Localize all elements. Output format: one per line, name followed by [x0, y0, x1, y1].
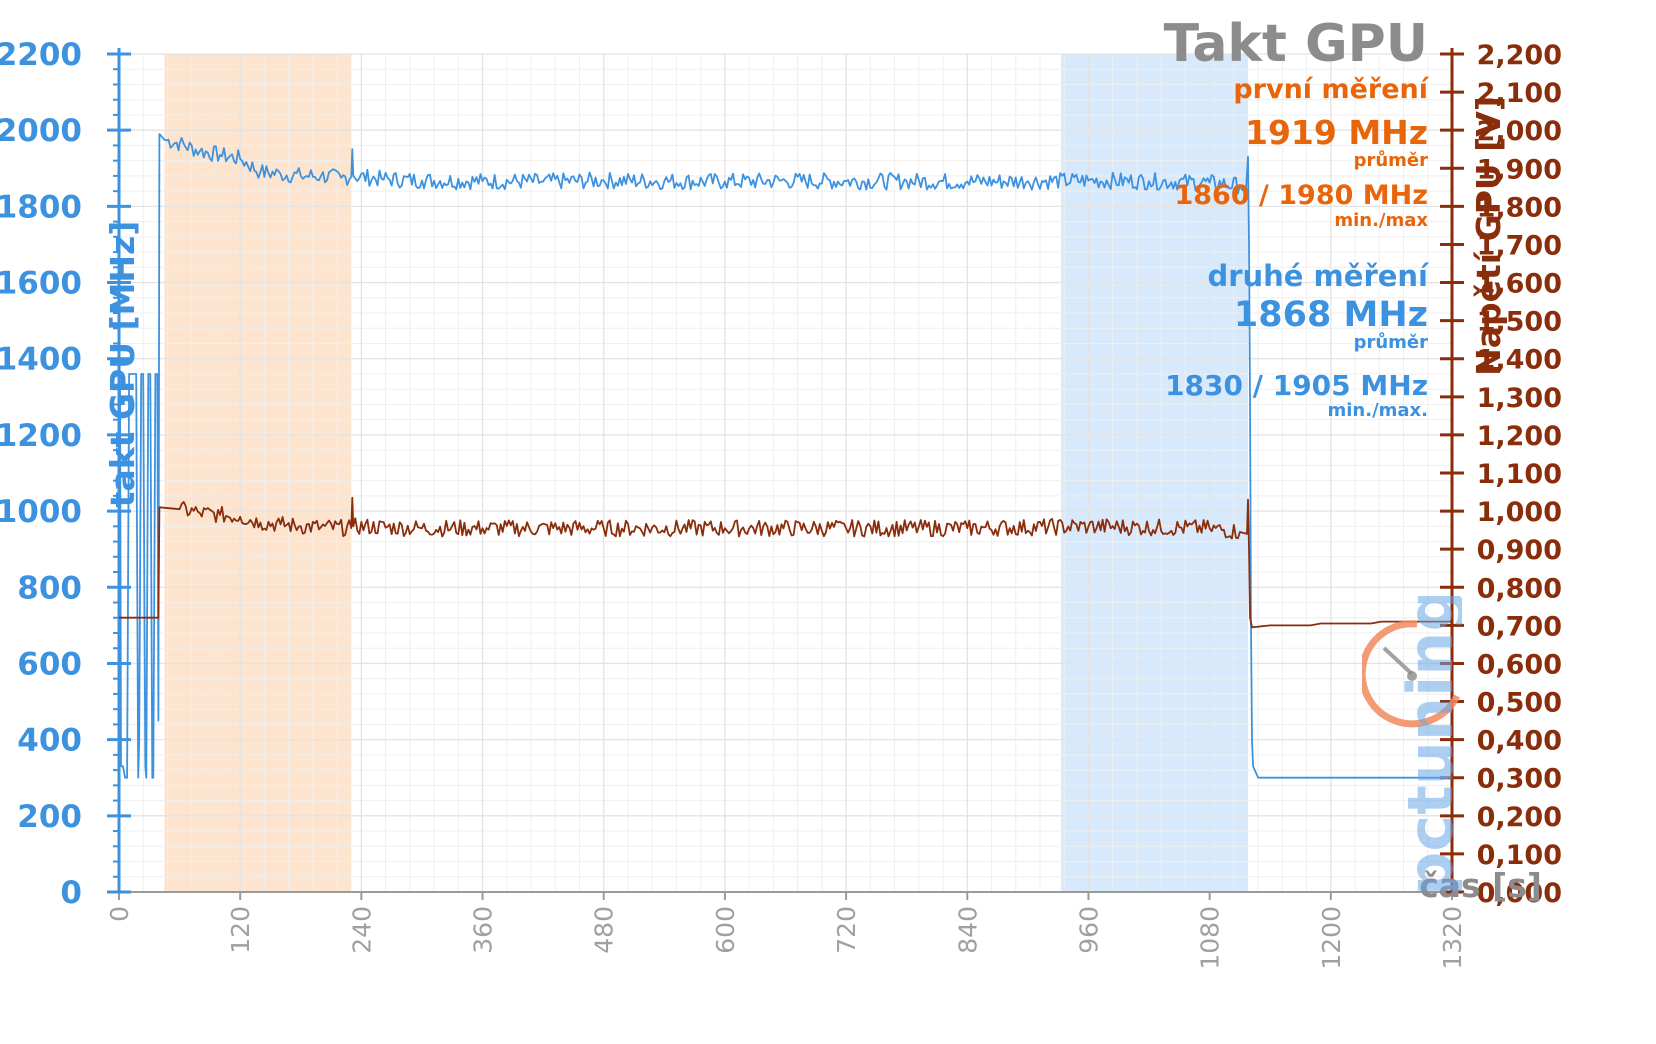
x-tick-label: 600 — [711, 906, 740, 954]
right-tick-label: 1,900 — [1477, 154, 1562, 185]
left-tick-label: 1600 — [0, 266, 82, 302]
x-tick-label: 0 — [105, 906, 134, 922]
x-tick-label: 840 — [953, 906, 982, 954]
left-tick-label: 400 — [17, 723, 82, 759]
left-tick-label: 1400 — [0, 342, 82, 378]
right-tick-label: 0,200 — [1477, 802, 1562, 833]
right-tick-label: 1,100 — [1477, 459, 1562, 490]
x-axis-title: čas [s] — [1419, 866, 1542, 905]
right-tick-label: 0,900 — [1477, 535, 1562, 566]
right-tick-label: 1,200 — [1477, 421, 1562, 452]
right-tick-label: 0,100 — [1477, 840, 1562, 871]
x-tick-label: 360 — [469, 906, 498, 954]
first-measurement-label: první měření — [1233, 74, 1428, 105]
right-tick-labels: 0,000 0,100 0,200 0,300 0,400 0,500 0,600 0,700… — [1477, 40, 1562, 909]
first-measurement-minmax: 1860 / 1980 MHz — [1174, 180, 1428, 211]
chart-axes — [107, 48, 1464, 900]
right-tick-label: 1,400 — [1477, 345, 1562, 376]
right-tick-label: 0,800 — [1477, 573, 1562, 604]
second-measurement-minmax: 1830 / 1905 MHz — [1165, 369, 1428, 402]
x-tick-label: 1200 — [1317, 906, 1346, 970]
right-tick-label: 1,700 — [1477, 230, 1562, 261]
chart-title: Takt GPU — [1163, 14, 1428, 74]
second-measurement-label: druhé měření — [1207, 259, 1428, 293]
y-axis-right-title: Napětí GPU [V] — [1469, 96, 1508, 376]
x-tick-label: 240 — [347, 906, 376, 954]
pctuning-logo: pctuning — [1362, 596, 1462, 896]
right-tick-label: 1,600 — [1477, 269, 1562, 300]
series-lines — [119, 133, 1452, 779]
right-tick-label: 0,700 — [1477, 611, 1562, 642]
series-line-gpu-voltage — [119, 496, 1452, 629]
second-measurement-average-caption: průměr — [1353, 332, 1428, 353]
right-tick-label: 2,200 — [1477, 40, 1562, 71]
x-tick-label: 120 — [226, 906, 255, 954]
highlight-band — [1061, 54, 1249, 892]
right-tick-label: 0,300 — [1477, 764, 1562, 795]
highlight-bands — [164, 54, 1249, 892]
right-tick-label: 2,000 — [1477, 116, 1562, 147]
left-tick-label: 1000 — [0, 494, 82, 530]
second-measurement-minmax-caption: min./max. — [1327, 400, 1428, 421]
first-measurement-average: 1919 MHz — [1245, 113, 1428, 152]
right-tick-label: 1,500 — [1477, 307, 1562, 338]
left-tick-label: 800 — [17, 570, 82, 606]
x-tick-label: 720 — [832, 906, 861, 954]
second-measurement-average: 1868 MHz — [1233, 295, 1428, 335]
left-tick-label: 2000 — [0, 113, 82, 149]
left-tick-label: 600 — [17, 646, 82, 682]
right-tick-label: 0,500 — [1477, 688, 1562, 719]
left-tick-label: 0 — [60, 875, 82, 911]
right-tick-label: 1,000 — [1477, 497, 1562, 528]
left-tick-label: 1200 — [0, 418, 82, 454]
first-measurement-average-caption: průměr — [1353, 150, 1428, 171]
x-tick-label: 1320 — [1438, 906, 1467, 970]
right-tick-label: 0,000 — [1477, 878, 1562, 909]
right-tick-label: 0,400 — [1477, 726, 1562, 757]
left-tick-label: 2200 — [0, 37, 82, 73]
first-measurement-minmax-caption: min./max — [1334, 210, 1428, 231]
logo-text: pctuning — [1394, 596, 1462, 896]
left-tick-labels: 0 200 400 600 800 1000 1200 1400 1600 1800 2000 220… — [0, 37, 82, 911]
right-tick-label: 1,800 — [1477, 192, 1562, 223]
highlight-band — [164, 54, 352, 892]
x-tick-labels: 0 120 240 360 480 600 720 840 960 1080 1200 1320 — [105, 906, 1467, 970]
y-axis-left-title: takt GPU [MHz] — [103, 221, 142, 508]
series-line-gpu-clock — [119, 133, 1452, 779]
x-tick-label: 960 — [1074, 906, 1103, 954]
x-tick-label: 480 — [590, 906, 619, 954]
right-tick-label: 1,300 — [1477, 383, 1562, 414]
left-tick-label: 1800 — [0, 189, 82, 225]
x-tick-label: 1080 — [1196, 906, 1225, 970]
left-tick-label: 200 — [17, 799, 82, 835]
right-tick-label: 0,600 — [1477, 649, 1562, 680]
right-tick-label: 2,100 — [1477, 78, 1562, 109]
